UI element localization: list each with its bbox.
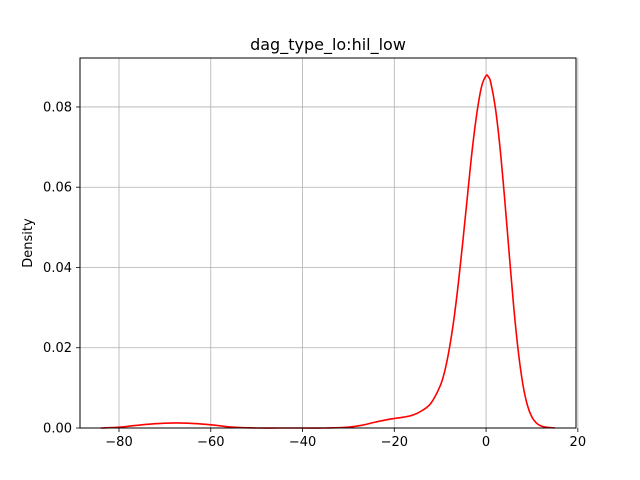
chart-title: dag_type_lo:hil_low — [250, 35, 406, 55]
x-tick-label: −20 — [381, 435, 408, 450]
grid — [80, 58, 579, 429]
y-tick-label: 0.08 — [43, 100, 72, 115]
axes-frame — [79, 57, 577, 429]
x-tick-label: −80 — [105, 435, 132, 450]
y-tick-label: 0.00 — [43, 422, 72, 437]
axes-background — [80, 58, 576, 428]
plot-area: −80 −60 −40 −20 0 20 0.00 0.02 0.04 0.06 0.08 — [43, 57, 586, 450]
ticks: −80 −60 −40 −20 0 20 0.00 0.02 0.04 0.06 0.08 — [43, 100, 586, 450]
x-tick-label: 0 — [482, 435, 490, 450]
x-tick-label: 20 — [570, 435, 587, 450]
x-tick-label: −60 — [197, 435, 224, 450]
y-tick-label: 0.04 — [43, 261, 72, 276]
y-tick-label: 0.02 — [43, 341, 72, 356]
y-axis-label: Density — [21, 218, 36, 268]
x-tick-label: −40 — [289, 435, 316, 450]
y-tick-label: 0.06 — [43, 181, 72, 196]
